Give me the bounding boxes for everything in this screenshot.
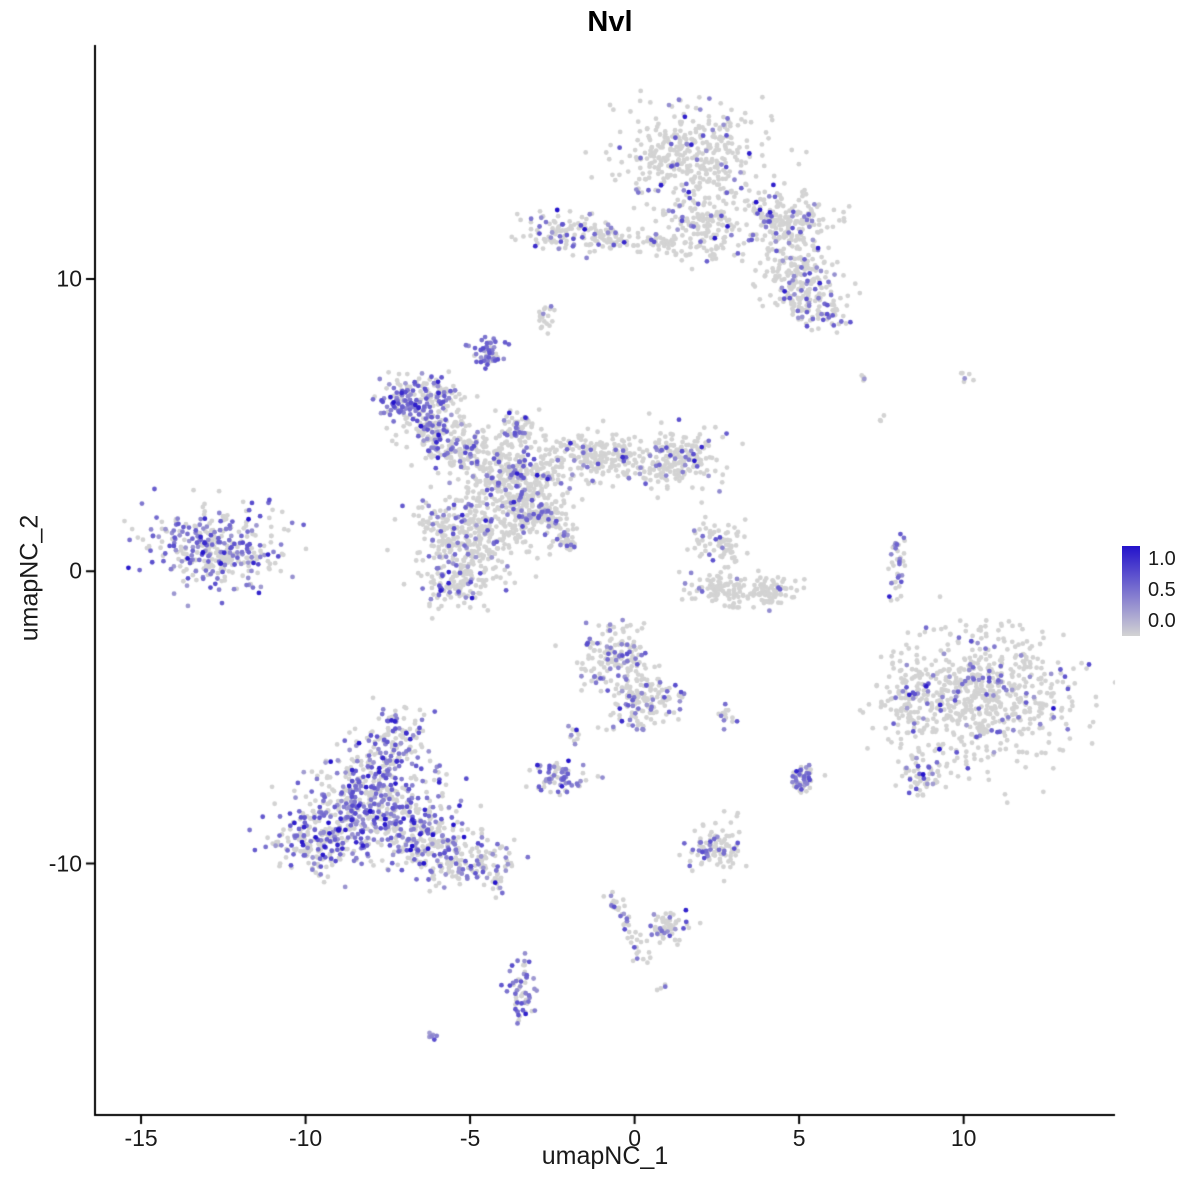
x-tick-label: -10 xyxy=(288,1125,323,1151)
x-tick-label: 0 xyxy=(628,1125,642,1151)
expression-legend: 1.0 0.5 0.0 xyxy=(1122,546,1197,636)
legend-gradient xyxy=(1122,546,1140,636)
y-tick-label: -10 xyxy=(48,850,82,877)
x-axis-label: umapNC_1 xyxy=(541,1142,669,1170)
legend-label-low: 0.0 xyxy=(1148,610,1176,632)
x-tick-label: -5 xyxy=(459,1125,481,1151)
y-tick-label: 10 xyxy=(56,265,82,292)
x-tick-label: 5 xyxy=(792,1125,806,1151)
legend-label-mid: 0.5 xyxy=(1148,579,1176,601)
plot-title: Nvl xyxy=(587,6,633,38)
legend-label-high: 1.0 xyxy=(1148,548,1176,570)
x-tick-label: 10 xyxy=(950,1125,977,1151)
x-tick-label: -15 xyxy=(124,1125,158,1151)
y-tick-label: 0 xyxy=(69,557,82,584)
